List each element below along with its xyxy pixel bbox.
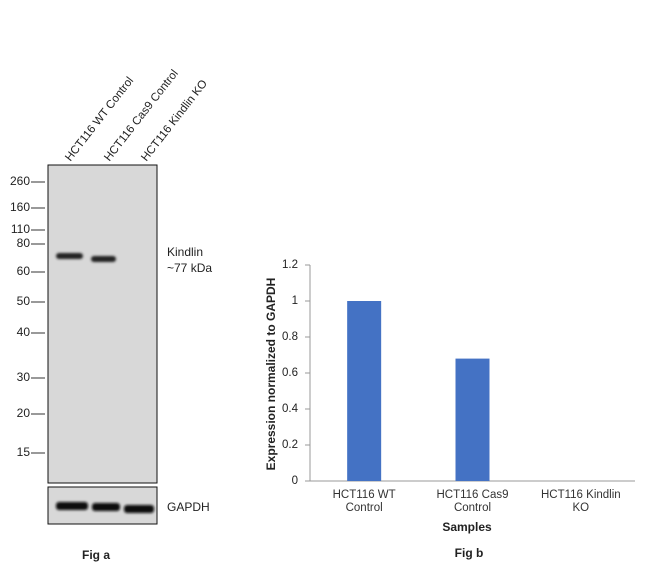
y-tick-label: 0.2 [282, 439, 298, 451]
y-tick-label: 1 [292, 295, 298, 307]
blot-membrane [47, 164, 158, 484]
band [56, 502, 88, 510]
marker-label: 60 [17, 264, 31, 278]
bar [347, 301, 382, 481]
y-tick-label: 0.8 [282, 331, 298, 343]
x-tick-label: HCT116 WT Control [332, 489, 396, 514]
marker-label: 50 [17, 294, 31, 308]
bar [455, 358, 490, 481]
bands [56, 253, 154, 513]
marker-label: 110 [11, 222, 30, 236]
y-tick-label: 0 [292, 475, 298, 487]
marker-label: 15 [17, 445, 31, 459]
band [91, 256, 116, 262]
marker-label: 80 [17, 236, 31, 250]
band-label: Kindlin [167, 245, 203, 259]
lane-label: HCT116 Cas9 Control [102, 68, 181, 164]
band-size: ~77 kDa [167, 261, 212, 275]
band [124, 505, 154, 513]
caption: Fig a [82, 548, 110, 562]
x-axis-title: Samples [442, 520, 492, 534]
marker-label: 20 [17, 406, 31, 420]
band [92, 503, 120, 511]
loading-label: GAPDH [167, 500, 210, 514]
marker-label: 160 [10, 200, 30, 214]
band [56, 253, 83, 259]
marker-label: 30 [17, 370, 31, 384]
caption: Fig b [455, 546, 484, 560]
marker-label: 40 [17, 325, 31, 339]
x-tick-label: HCT116 Kindlin KO [540, 489, 621, 514]
y-tick-label: 0.4 [282, 403, 299, 415]
lane-label: HCT116 WT Control [63, 75, 136, 164]
y-axis-title: Expression normalized to GAPDH [264, 278, 278, 471]
lane-label: HCT116 Kindlin KO [139, 78, 210, 164]
y-tick-label: 0.6 [282, 367, 298, 379]
y-tick-label: 1.2 [282, 259, 298, 271]
marker-label: 260 [10, 174, 30, 188]
x-tick-label: HCT116 Cas9 Control [436, 489, 509, 514]
